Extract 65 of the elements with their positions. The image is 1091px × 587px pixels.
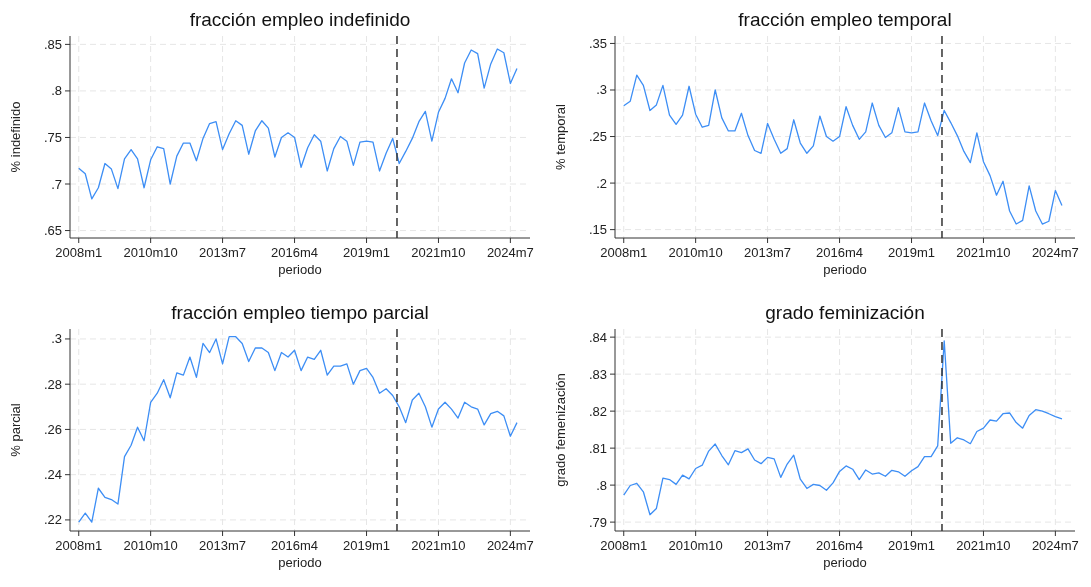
- y-axis-title: % temporal: [553, 104, 568, 170]
- y-tick-label: .82: [588, 403, 607, 419]
- y-tick-label: .8: [51, 83, 62, 99]
- y-tick-label: .24: [43, 467, 62, 483]
- x-tick-label: 2024m7: [486, 245, 534, 260]
- y-tick-label: .28: [43, 376, 62, 392]
- x-tick-label: 2016m4: [271, 538, 319, 553]
- x-axis-title: periodo: [278, 555, 322, 570]
- y-tick-label: .84: [588, 329, 607, 345]
- x-tick-label: 2008m1: [55, 245, 103, 260]
- x-tick-label: 2016m4: [816, 538, 864, 553]
- y-tick-label: .2: [596, 175, 607, 191]
- x-tick-label: 2021m10: [956, 538, 1011, 553]
- x-tick-label: 2010m10: [123, 538, 178, 553]
- y-tick-label: .7: [51, 176, 62, 192]
- y-tick-label: .3: [51, 331, 62, 347]
- x-tick-label: 2019m1: [888, 538, 936, 553]
- x-tick-label: 2024m7: [486, 538, 534, 553]
- y-tick-label: .75: [43, 129, 62, 145]
- x-tick-label: 2019m1: [888, 245, 936, 260]
- y-axis-title: grado femenización: [553, 373, 568, 487]
- y-tick-label: .8: [596, 477, 607, 493]
- y-tick-label: .15: [588, 222, 607, 238]
- x-tick-label: 2024m7: [1031, 538, 1079, 553]
- x-tick-label: 2010m10: [123, 245, 178, 260]
- y-axis-title: % indefinido: [8, 101, 23, 173]
- y-tick-label: .65: [43, 223, 62, 239]
- chart-title: fracción empleo temporal: [738, 9, 952, 30]
- y-tick-label: .35: [588, 35, 607, 51]
- x-tick-label: 2021m10: [411, 538, 466, 553]
- chart-title: grado feminización: [765, 302, 925, 323]
- x-tick-label: 2013m7: [199, 538, 247, 553]
- x-tick-label: 2008m1: [55, 538, 103, 553]
- line-series: [78, 48, 518, 200]
- line-series: [623, 74, 1063, 225]
- y-tick-label: .83: [588, 366, 607, 382]
- x-tick-label: 2010m10: [668, 245, 723, 260]
- x-tick-label: 2008m1: [600, 538, 648, 553]
- x-tick-label: 2021m10: [956, 245, 1011, 260]
- x-axis-title: periodo: [278, 262, 322, 277]
- y-tick-label: .81: [588, 440, 607, 456]
- y-axis-title: % parcial: [8, 403, 23, 457]
- y-tick-label: .79: [588, 514, 607, 530]
- x-tick-label: 2010m10: [668, 538, 723, 553]
- chart-title: fracción empleo tiempo parcial: [171, 302, 429, 323]
- x-tick-label: 2008m1: [600, 245, 648, 260]
- y-tick-label: .3: [596, 82, 607, 98]
- line-series: [78, 336, 518, 523]
- x-tick-label: 2019m1: [343, 538, 391, 553]
- y-tick-label: .22: [43, 512, 62, 528]
- x-tick-label: 2013m7: [744, 245, 792, 260]
- x-tick-label: 2024m7: [1031, 245, 1079, 260]
- chart-title: fracción empleo indefinido: [189, 9, 411, 30]
- line-series: [623, 340, 1063, 516]
- y-tick-label: .26: [43, 421, 62, 437]
- y-tick-label: .25: [588, 129, 607, 145]
- x-tick-label: 2016m4: [271, 245, 319, 260]
- y-tick-label: .85: [43, 36, 62, 52]
- x-axis-title: periodo: [823, 555, 867, 570]
- x-axis-title: periodo: [823, 262, 867, 277]
- x-tick-label: 2013m7: [744, 538, 792, 553]
- x-tick-label: 2013m7: [199, 245, 247, 260]
- x-tick-label: 2019m1: [343, 245, 391, 260]
- x-tick-label: 2016m4: [816, 245, 864, 260]
- x-tick-label: 2021m10: [411, 245, 466, 260]
